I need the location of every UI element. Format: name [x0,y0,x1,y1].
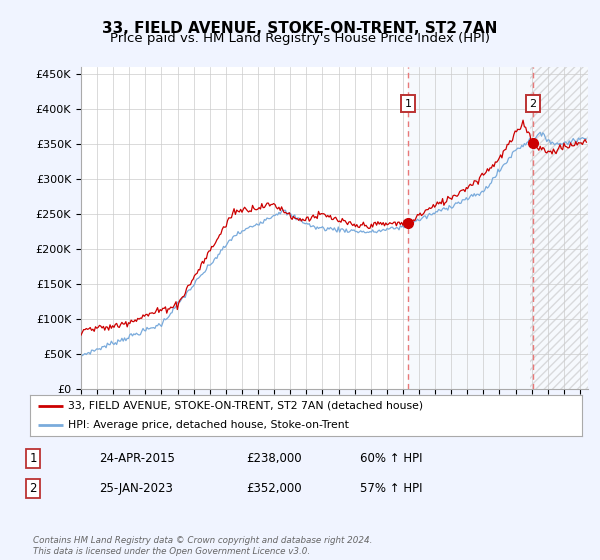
Text: 25-JAN-2023: 25-JAN-2023 [99,482,173,495]
Text: Contains HM Land Registry data © Crown copyright and database right 2024.
This d: Contains HM Land Registry data © Crown c… [33,536,373,556]
Text: 57% ↑ HPI: 57% ↑ HPI [360,482,422,495]
Text: 24-APR-2015: 24-APR-2015 [99,451,175,465]
Text: 1: 1 [29,451,37,465]
Text: £238,000: £238,000 [246,451,302,465]
Bar [408,67,588,389]
Text: 2: 2 [29,482,37,495]
Text: 33, FIELD AVENUE, STOKE-ON-TRENT, ST2 7AN (detached house): 33, FIELD AVENUE, STOKE-ON-TRENT, ST2 7A… [68,401,422,411]
Text: £352,000: £352,000 [246,482,302,495]
Text: 1: 1 [404,99,412,109]
Text: 60% ↑ HPI: 60% ↑ HPI [360,451,422,465]
Text: 2: 2 [529,99,536,109]
Text: Price paid vs. HM Land Registry's House Price Index (HPI): Price paid vs. HM Land Registry's House … [110,32,490,45]
Text: 33, FIELD AVENUE, STOKE-ON-TRENT, ST2 7AN: 33, FIELD AVENUE, STOKE-ON-TRENT, ST2 7A… [103,21,497,36]
Bar [530,67,588,389]
Text: HPI: Average price, detached house, Stoke-on-Trent: HPI: Average price, detached house, Stok… [68,420,349,430]
Bar [530,67,588,389]
